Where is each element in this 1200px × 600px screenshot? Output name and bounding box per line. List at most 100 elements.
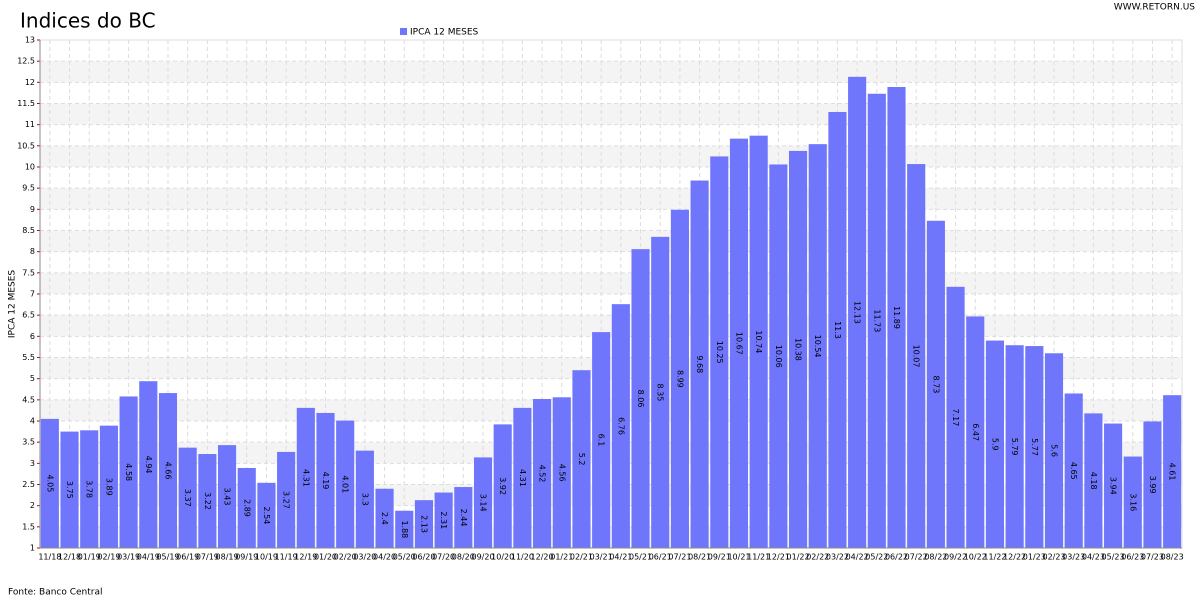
bar (1005, 345, 1024, 548)
value-label: 3.78 (85, 480, 94, 498)
value-label: 3.22 (203, 492, 212, 510)
y-tick-label: 7 (30, 290, 35, 299)
x-tick-label: 05/20 (393, 553, 416, 562)
value-label: 10.06 (774, 345, 783, 368)
x-tick-label: 12/19 (294, 553, 317, 562)
bar (670, 209, 689, 549)
y-tick-label: 8 (30, 247, 35, 256)
x-tick-label: 05/23 (1102, 553, 1125, 562)
x-tick-label: 08/23 (1161, 553, 1184, 562)
x-tick-label: 09/20 (471, 553, 494, 562)
value-label: 2.89 (242, 499, 251, 517)
bar (1064, 393, 1083, 548)
grid-band (40, 145, 1182, 167)
value-label: 12.13 (853, 301, 862, 324)
x-tick-label: 12/18 (58, 553, 81, 562)
bar (533, 398, 552, 548)
bar (395, 510, 414, 548)
bar (611, 304, 630, 548)
x-tick-label: 07/22 (905, 553, 928, 562)
bar (40, 418, 59, 548)
value-label: 4.05 (45, 475, 54, 493)
bar (926, 220, 945, 548)
x-tick-label: 01/21 (550, 553, 573, 562)
bar (966, 316, 985, 548)
y-tick-label: 3.5 (22, 438, 35, 447)
x-tick-label: 12/22 (1003, 553, 1026, 562)
value-label: 8.35 (656, 384, 665, 402)
grid-band (40, 188, 1182, 210)
value-label: 4.65 (1069, 462, 1078, 480)
bar (336, 420, 355, 548)
x-tick-label: 06/22 (885, 553, 908, 562)
bar (1025, 346, 1044, 548)
y-tick-label: 10.5 (17, 141, 35, 150)
bar (1084, 413, 1103, 548)
value-label: 4.56 (557, 464, 566, 482)
y-tick-label: 2.5 (22, 480, 35, 489)
x-tick-label: 03/22 (826, 553, 849, 562)
y-tick-label: 4 (30, 417, 35, 426)
value-label: 5.77 (1030, 438, 1039, 456)
x-tick-label: 01/20 (314, 553, 337, 562)
value-label: 3.14 (479, 494, 488, 512)
x-tick-label: 05/19 (156, 553, 179, 562)
value-label: 3.27 (282, 491, 291, 509)
value-label: 2.54 (262, 506, 271, 524)
value-label: 8.06 (636, 390, 645, 408)
x-tick-label: 04/21 (609, 553, 632, 562)
value-label: 3.3 (360, 493, 369, 506)
x-tick-label: 07/23 (1141, 553, 1164, 562)
bar (749, 135, 768, 548)
bar (946, 286, 965, 548)
x-tick-label: 02/19 (97, 553, 120, 562)
x-tick-label: 04/22 (846, 553, 869, 562)
watermark: WWW.RETORN.US (1114, 3, 1195, 13)
value-label: 6.47 (971, 423, 980, 441)
bar (198, 454, 217, 548)
bar (710, 156, 729, 548)
value-label: 10.07 (912, 345, 921, 368)
value-label: 10.38 (794, 338, 803, 361)
y-tick-label: 11.5 (17, 99, 35, 108)
x-tick-label: 01/19 (78, 553, 101, 562)
bar (1044, 353, 1064, 548)
x-tick-label: 10/19 (255, 553, 278, 562)
value-label: 2.13 (419, 515, 428, 533)
legend-label: IPCA 12 MESES (410, 28, 479, 38)
legend-swatch (400, 28, 407, 35)
x-tick-label: 11/21 (747, 553, 770, 562)
x-tick-label: 12/20 (531, 553, 554, 562)
bar (887, 86, 906, 549)
value-label: 9.68 (695, 355, 704, 373)
x-tick-label: 04/23 (1082, 553, 1105, 562)
value-label: 3.43 (223, 488, 232, 506)
y-tick-label: 8.5 (22, 226, 35, 235)
x-tick-label: 11/18 (38, 553, 61, 562)
y-tick-label: 6 (30, 332, 35, 341)
x-tick-label: 08/19 (216, 553, 239, 562)
x-tick-label: 06/21 (649, 553, 672, 562)
y-tick-label: 10 (25, 163, 35, 172)
y-tick-label: 9 (30, 205, 35, 214)
x-tick-label: 02/22 (806, 553, 829, 562)
value-label: 4.18 (1089, 472, 1098, 490)
value-label: 4.61 (1168, 463, 1177, 481)
bar (493, 424, 512, 548)
x-tick-label: 11/22 (983, 553, 1006, 562)
x-tick-label: 06/19 (176, 553, 199, 562)
y-tick-label: 3 (30, 459, 35, 468)
y-tick-label: 5.5 (22, 353, 35, 362)
bar (1104, 423, 1123, 548)
bar (375, 488, 394, 548)
value-label: 11.89 (892, 306, 901, 329)
y-tick-label: 11 (25, 120, 35, 129)
grid-band (40, 272, 1182, 294)
x-tick-label: 02/20 (334, 553, 357, 562)
x-tick-label: 10/21 (727, 553, 750, 562)
bar (1143, 421, 1162, 548)
bar (158, 393, 178, 548)
bar (1123, 456, 1142, 548)
value-label: 3.75 (65, 481, 74, 499)
x-tick-label: 03/23 (1062, 553, 1085, 562)
